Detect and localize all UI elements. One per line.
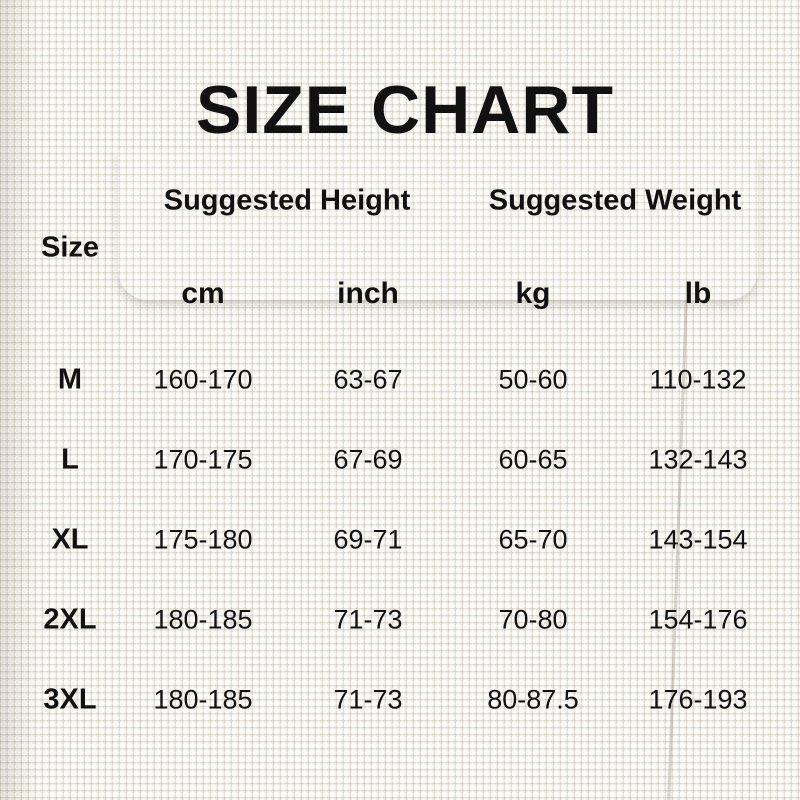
cell-inch: 69-71 (333, 524, 403, 555)
header-size: Size (40, 231, 100, 264)
cell-lb: 143-154 (648, 524, 748, 555)
size-label: 2XL (43, 603, 97, 636)
cell-cm: 180-185 (153, 604, 253, 635)
size-label: 3XL (43, 683, 97, 716)
cell-kg: 60-65 (498, 444, 568, 475)
header-suggested-height: Suggested Height (163, 184, 411, 217)
cell-kg: 70-80 (498, 604, 568, 635)
left-shadow (0, 0, 40, 800)
cell-lb: 176-193 (648, 684, 748, 715)
cell-inch: 63-67 (333, 364, 403, 395)
cell-kg: 65-70 (498, 524, 568, 555)
unit-cm: cm (181, 277, 225, 310)
size-label: XL (51, 523, 89, 556)
cell-lb: 110-132 (649, 364, 747, 395)
cell-cm: 160-170 (153, 364, 253, 395)
unit-inch: inch (337, 277, 399, 310)
page-title: SIZE CHART (196, 72, 614, 148)
cell-cm: 180-185 (153, 684, 253, 715)
cell-lb: 154-176 (648, 604, 748, 635)
cell-lb: 132-143 (648, 444, 748, 475)
header-suggested-weight: Suggested Weight (488, 184, 742, 217)
cell-cm: 175-180 (153, 524, 253, 555)
unit-kg: kg (515, 277, 551, 310)
size-label: L (61, 443, 79, 476)
cell-inch: 71-73 (333, 684, 403, 715)
cell-inch: 71-73 (333, 604, 403, 635)
size-label: M (57, 363, 83, 396)
unit-lb: lb (684, 277, 712, 310)
cell-inch: 67-69 (333, 444, 403, 475)
cell-kg: 50-60 (498, 364, 568, 395)
cell-cm: 170-175 (153, 444, 253, 475)
cell-kg: 80-87.5 (487, 684, 579, 715)
